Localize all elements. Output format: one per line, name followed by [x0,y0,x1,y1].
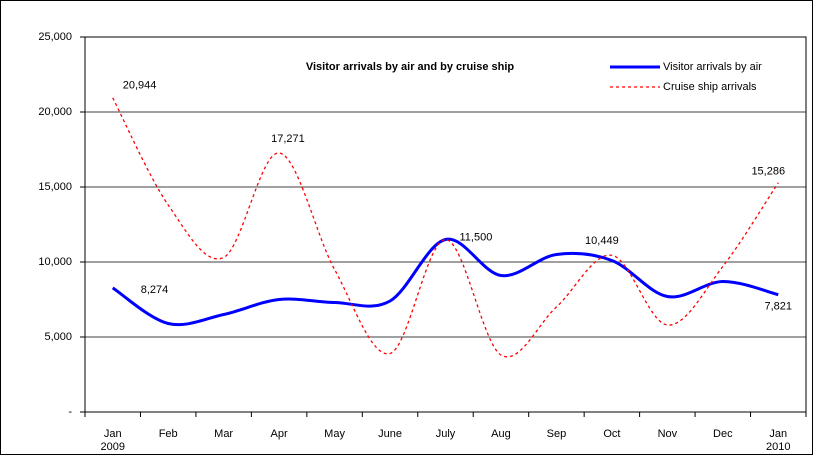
x-tick-label: Mar [214,428,234,440]
legend-label: Cruise ship arrivals [663,81,757,93]
x-tick-label: Jan 2010 [766,428,791,453]
y-tick-label: 10,000 [38,256,72,268]
legend-label: Visitor arrivals by air [663,61,762,73]
series-line [111,237,779,327]
y-tick-label: 20,000 [38,106,72,118]
x-tick-label: July [435,428,456,440]
y-tick-label: 5,000 [44,331,72,343]
data-label: 20,944 [123,80,157,92]
y-tick-label: - [68,406,72,418]
y-tick-label: 25,000 [38,31,72,43]
x-tick-label: Nov [657,428,678,440]
data-label: 11,500 [460,231,493,243]
x-tick-label: Oct [603,428,621,440]
x-tick-label: Apr [270,428,288,440]
x-tick-label: Sep [546,428,567,440]
chart-title: Visitor arrivals by air and by cruise sh… [306,61,515,73]
x-tick-label: Aug [491,428,511,440]
y-tick-label: 15,000 [38,181,72,193]
x-tick-label: May [324,428,345,440]
data-label: 10,449 [585,235,619,247]
plot-area [84,36,807,413]
x-tick-label: June [378,428,402,440]
x-tick-label: Feb [158,428,178,440]
x-tick-label: Jan 2009 [100,428,125,453]
data-label: 17,271 [271,133,305,145]
x-tick-label: Dec [713,428,733,440]
data-label: 8,274 [141,284,169,296]
series-line [112,97,779,358]
data-label: 15,286 [751,166,785,178]
data-label: 7,821 [765,301,793,313]
